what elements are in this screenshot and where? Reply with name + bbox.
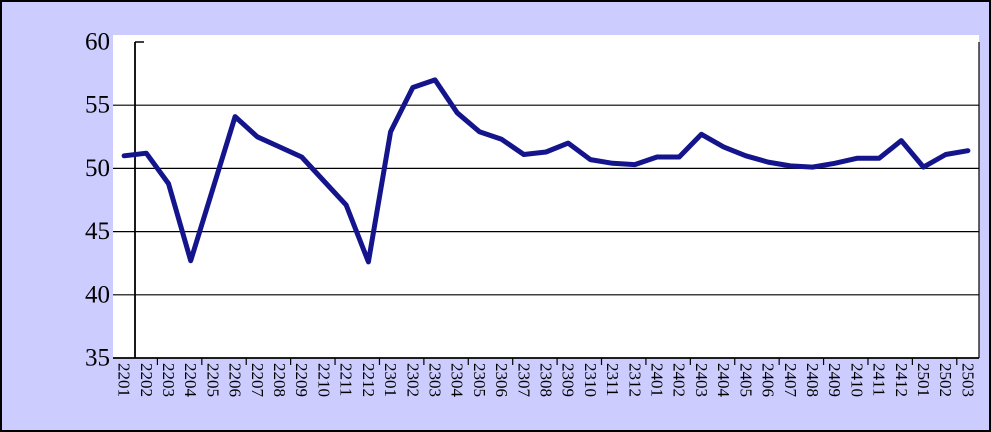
x-axis-label: 2210 (314, 363, 333, 397)
x-axis-label: 2403 (692, 363, 711, 397)
x-axis-label: 2206 (226, 363, 245, 397)
x-axis-label: 2408 (803, 363, 822, 397)
x-axis-label: 2310 (581, 363, 600, 397)
x-axis-label: 2201 (115, 363, 134, 397)
x-axis-label: 2406 (759, 363, 778, 397)
x-axis-label: 2303 (426, 363, 445, 397)
y-axis-label: 35 (85, 345, 110, 372)
x-axis-label: 2306 (492, 363, 511, 397)
x-axis-label: 2501 (914, 363, 933, 397)
x-axis-label: 2211 (337, 363, 356, 396)
x-axis-label: 2312 (625, 363, 644, 397)
x-axis-label: 2401 (648, 363, 667, 397)
y-axis-label: 40 (85, 281, 110, 308)
x-axis-label: 2209 (292, 363, 311, 397)
x-axis-label: 2304 (448, 363, 467, 398)
x-axis-label: 2411 (870, 363, 889, 396)
x-axis-label: 2205 (203, 363, 222, 397)
x-axis-label: 2307 (514, 363, 533, 398)
x-axis-label: 2407 (781, 363, 800, 398)
x-axis-label: 2212 (359, 363, 378, 397)
y-axis-label: 60 (85, 29, 110, 56)
x-axis-label: 2207 (248, 363, 267, 398)
x-axis-label: 2301 (381, 363, 400, 397)
y-axis-label: 50 (85, 155, 110, 182)
x-axis-label: 2503 (958, 363, 977, 397)
x-axis-label: 2404 (714, 363, 733, 398)
x-axis-label: 2409 (825, 363, 844, 397)
x-axis-label: 2203 (159, 363, 178, 397)
x-axis-label: 2405 (736, 363, 755, 397)
x-axis-label: 2204 (181, 363, 200, 398)
plot-area (113, 35, 979, 358)
x-axis-label: 2311 (603, 363, 622, 396)
x-axis-label: 2502 (936, 363, 955, 397)
x-axis-label: 2308 (537, 363, 556, 397)
pmi-series-line (121, 77, 971, 265)
x-axis-label: 2412 (892, 363, 911, 397)
x-axis-label: 2302 (403, 363, 422, 397)
y-axis-label: 55 (85, 92, 110, 119)
x-axis-label: 2202 (137, 363, 156, 397)
x-axis-label: 2410 (847, 363, 866, 397)
x-axis-label: 2208 (270, 363, 289, 397)
x-axis-label: 2309 (559, 363, 578, 397)
y-axis-label: 45 (85, 218, 110, 245)
x-axis-label: 2402 (670, 363, 689, 397)
x-axis-label: 2305 (470, 363, 489, 397)
